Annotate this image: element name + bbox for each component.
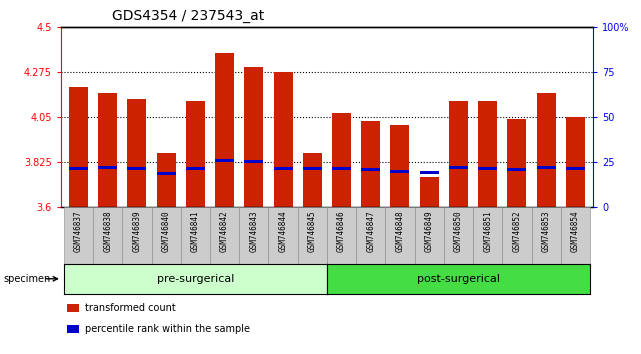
Text: GSM746845: GSM746845 — [308, 210, 317, 252]
Text: GSM746837: GSM746837 — [74, 210, 83, 252]
Bar — [566, 117, 585, 207]
Bar — [478, 167, 497, 170]
Bar — [215, 159, 234, 162]
Bar — [69, 167, 88, 170]
Bar — [420, 177, 438, 207]
Bar — [210, 207, 239, 264]
Bar — [303, 167, 322, 170]
Bar — [356, 207, 385, 264]
Bar — [186, 101, 205, 207]
Text: post-surgerical: post-surgerical — [417, 274, 500, 284]
Bar — [215, 53, 234, 207]
Bar — [362, 121, 380, 207]
Text: GSM746844: GSM746844 — [279, 210, 288, 252]
Bar — [244, 160, 263, 163]
Bar — [503, 207, 531, 264]
Bar — [531, 207, 561, 264]
Text: GSM746850: GSM746850 — [454, 210, 463, 252]
Bar — [332, 167, 351, 170]
Text: GSM746848: GSM746848 — [395, 210, 404, 252]
Bar — [415, 207, 444, 264]
Bar — [332, 113, 351, 207]
Text: GDS4354 / 237543_at: GDS4354 / 237543_at — [112, 9, 265, 23]
Text: GSM746841: GSM746841 — [191, 210, 200, 252]
Bar — [156, 172, 176, 175]
Bar — [98, 166, 117, 169]
Bar — [327, 207, 356, 264]
Text: GSM746851: GSM746851 — [483, 210, 492, 252]
Bar — [561, 207, 590, 264]
Text: GSM746839: GSM746839 — [133, 210, 142, 252]
Bar — [181, 207, 210, 264]
Bar — [274, 72, 292, 207]
Bar — [98, 93, 117, 207]
Bar — [269, 207, 297, 264]
Bar — [566, 167, 585, 170]
Bar — [64, 207, 93, 264]
Bar — [128, 167, 146, 170]
Bar — [303, 153, 322, 207]
Bar — [239, 207, 269, 264]
Text: GSM746849: GSM746849 — [425, 210, 434, 252]
Bar — [449, 166, 468, 169]
Bar — [478, 101, 497, 207]
Bar — [444, 207, 473, 264]
Bar — [274, 167, 292, 170]
Bar — [508, 119, 526, 207]
Text: GSM746853: GSM746853 — [542, 210, 551, 252]
Bar — [362, 169, 380, 171]
Bar — [186, 167, 205, 170]
Bar — [473, 207, 503, 264]
Text: GSM746843: GSM746843 — [249, 210, 258, 252]
Bar — [151, 207, 181, 264]
Text: percentile rank within the sample: percentile rank within the sample — [85, 324, 250, 334]
Bar — [69, 87, 88, 207]
Bar — [390, 125, 410, 207]
Bar — [508, 169, 526, 171]
Bar — [385, 207, 415, 264]
Bar — [537, 93, 556, 207]
Bar — [93, 207, 122, 264]
Bar — [297, 207, 327, 264]
Bar — [128, 99, 146, 207]
Text: GSM746846: GSM746846 — [337, 210, 346, 252]
Text: pre-surgerical: pre-surgerical — [156, 274, 234, 284]
Bar — [244, 67, 263, 207]
Text: GSM746852: GSM746852 — [512, 210, 521, 252]
Bar — [537, 166, 556, 169]
Text: GSM746847: GSM746847 — [366, 210, 375, 252]
Bar — [420, 171, 438, 174]
Text: GSM746854: GSM746854 — [571, 210, 580, 252]
Bar — [156, 153, 176, 207]
Bar — [390, 170, 410, 173]
Bar — [449, 101, 468, 207]
Bar — [122, 207, 151, 264]
Text: transformed count: transformed count — [85, 303, 176, 313]
Text: specimen: specimen — [3, 274, 51, 284]
Text: GSM746842: GSM746842 — [220, 210, 229, 252]
Text: GSM746838: GSM746838 — [103, 210, 112, 252]
Text: GSM746840: GSM746840 — [162, 210, 171, 252]
